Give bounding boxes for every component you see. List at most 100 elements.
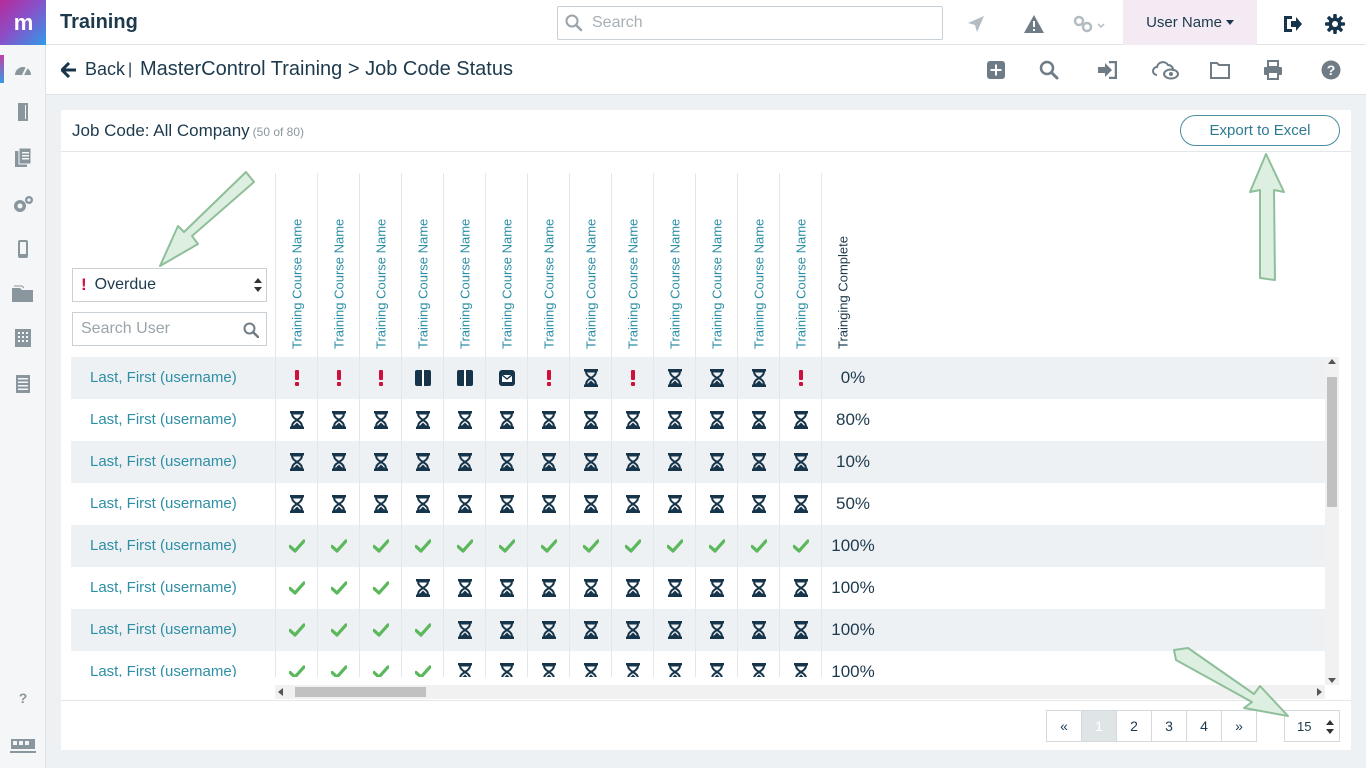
column-header-total[interactable]: Trainging Complete (821, 173, 863, 357)
status-cell[interactable] (653, 567, 695, 609)
status-cell[interactable] (653, 525, 695, 567)
status-cell[interactable] (275, 357, 317, 399)
status-cell[interactable] (737, 483, 779, 525)
status-cell[interactable] (653, 483, 695, 525)
status-cell[interactable] (779, 567, 821, 609)
status-cell[interactable] (569, 441, 611, 483)
status-cell[interactable] (401, 567, 443, 609)
status-cell[interactable] (695, 399, 737, 441)
status-cell[interactable] (527, 567, 569, 609)
status-cell[interactable] (443, 525, 485, 567)
status-cell[interactable] (275, 399, 317, 441)
scroll-thumb[interactable] (295, 687, 426, 697)
status-cell[interactable] (569, 525, 611, 567)
status-cell[interactable] (401, 651, 443, 677)
status-cell[interactable] (611, 357, 653, 399)
column-header[interactable]: Training Course Name (317, 173, 359, 357)
status-cell[interactable] (737, 609, 779, 651)
status-cell[interactable] (485, 609, 527, 651)
status-cell[interactable] (359, 567, 401, 609)
status-cell[interactable] (485, 525, 527, 567)
page-first[interactable]: « (1046, 710, 1082, 742)
status-cell[interactable] (359, 525, 401, 567)
status-cell[interactable] (485, 441, 527, 483)
column-header[interactable]: Training Course Name (401, 173, 443, 357)
print-icon[interactable] (1261, 58, 1285, 82)
status-cell[interactable] (275, 483, 317, 525)
status-cell[interactable] (359, 357, 401, 399)
status-cell[interactable] (443, 651, 485, 677)
status-cell[interactable] (737, 567, 779, 609)
status-cell[interactable] (527, 357, 569, 399)
status-cell[interactable] (443, 609, 485, 651)
list-icon[interactable] (11, 372, 35, 396)
help-icon[interactable]: ? (1319, 58, 1343, 82)
search-icon[interactable] (1037, 58, 1061, 82)
status-cell[interactable] (527, 483, 569, 525)
status-cell[interactable] (401, 399, 443, 441)
status-cell[interactable] (485, 357, 527, 399)
status-cell[interactable] (443, 483, 485, 525)
mobile-icon[interactable] (11, 237, 35, 261)
status-cell[interactable] (401, 609, 443, 651)
status-cell[interactable] (527, 525, 569, 567)
status-cell[interactable] (569, 609, 611, 651)
status-cell[interactable] (695, 441, 737, 483)
status-cell[interactable] (401, 525, 443, 567)
search-icon[interactable] (243, 322, 259, 338)
status-cell[interactable] (569, 567, 611, 609)
status-cell[interactable] (611, 525, 653, 567)
status-cell[interactable] (695, 609, 737, 651)
status-cell[interactable] (695, 525, 737, 567)
add-icon[interactable] (984, 58, 1008, 82)
cloud-view-icon[interactable] (1150, 58, 1182, 82)
status-cell[interactable] (569, 357, 611, 399)
status-cell[interactable] (527, 441, 569, 483)
page-size-select[interactable]: 15 (1284, 710, 1340, 742)
folder-icon[interactable] (11, 282, 35, 306)
user-name-link[interactable]: Last, First (username) (90, 495, 237, 512)
user-name-link[interactable]: Last, First (username) (90, 411, 237, 428)
status-cell[interactable] (779, 483, 821, 525)
table-row[interactable]: Last, First (username) 10% (71, 441, 1326, 483)
status-cell[interactable] (695, 567, 737, 609)
status-cell[interactable] (737, 399, 779, 441)
status-cell[interactable] (737, 441, 779, 483)
status-cell[interactable] (779, 399, 821, 441)
user-name-link[interactable]: Last, First (username) (90, 537, 237, 554)
table-row[interactable]: Last, First (username) 100% (71, 567, 1326, 609)
send-icon[interactable] (966, 12, 986, 36)
status-cell[interactable] (611, 441, 653, 483)
column-header[interactable]: Training Course Name (569, 173, 611, 357)
status-cell[interactable] (695, 651, 737, 677)
status-cell[interactable] (737, 357, 779, 399)
status-cell[interactable] (779, 525, 821, 567)
user-name-link[interactable]: Last, First (username) (90, 453, 237, 470)
table-row[interactable]: Last, First (username) 100% (71, 609, 1326, 651)
page-3[interactable]: 3 (1151, 710, 1187, 742)
status-cell[interactable] (611, 651, 653, 677)
status-cell[interactable] (401, 441, 443, 483)
status-cell[interactable] (779, 609, 821, 651)
train-icon[interactable] (9, 734, 37, 758)
status-cell[interactable] (569, 483, 611, 525)
column-header[interactable]: Training Course Name (737, 173, 779, 357)
status-cell[interactable] (653, 441, 695, 483)
door-icon[interactable] (11, 100, 35, 124)
column-header[interactable]: Training Course Name (653, 173, 695, 357)
page-2[interactable]: 2 (1116, 710, 1152, 742)
status-cell[interactable] (275, 651, 317, 677)
status-cell[interactable] (737, 525, 779, 567)
page-4[interactable]: 4 (1186, 710, 1222, 742)
status-cell[interactable] (527, 651, 569, 677)
status-cell[interactable] (401, 357, 443, 399)
status-cell[interactable] (275, 441, 317, 483)
status-cell[interactable] (611, 399, 653, 441)
dashboard-icon[interactable] (11, 57, 35, 81)
status-cell[interactable] (485, 399, 527, 441)
search-input[interactable] (592, 7, 932, 39)
table-row[interactable]: Last, First (username) 100% (71, 651, 1326, 677)
column-header[interactable]: Training Course Name (695, 173, 737, 357)
scroll-thumb[interactable] (1327, 377, 1337, 507)
status-cell[interactable] (611, 483, 653, 525)
